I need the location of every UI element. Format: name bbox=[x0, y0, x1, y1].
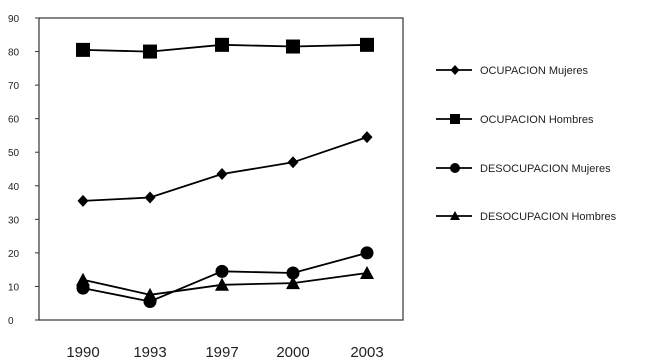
plot-area bbox=[38, 17, 404, 321]
data-point bbox=[286, 276, 300, 290]
legend-label: DESOCUPACION Mujeres bbox=[480, 163, 611, 175]
y-tick-label: 40 bbox=[8, 182, 20, 193]
series-diamond bbox=[77, 131, 373, 207]
y-tick-label: 0 bbox=[8, 316, 14, 327]
plot-frame bbox=[38, 17, 404, 321]
y-tick-label: 90 bbox=[8, 14, 20, 25]
data-point bbox=[287, 156, 299, 169]
legend-item: DESOCUPACION Hombres bbox=[436, 211, 617, 223]
data-point bbox=[143, 44, 157, 59]
data-point bbox=[360, 246, 374, 260]
data-point bbox=[77, 194, 89, 207]
data-point bbox=[215, 37, 229, 52]
y-tick-label: 30 bbox=[8, 215, 20, 226]
data-point bbox=[286, 39, 300, 54]
x-tick-label: 2000 bbox=[276, 344, 309, 360]
data-point bbox=[216, 168, 228, 181]
data-point bbox=[143, 287, 157, 301]
x-tick-label: 2003 bbox=[350, 344, 383, 360]
series-group bbox=[76, 37, 374, 309]
legend-marker bbox=[450, 163, 460, 173]
data-point bbox=[360, 266, 374, 280]
x-tick-label: 1990 bbox=[66, 344, 99, 360]
series-line bbox=[82, 136, 368, 202]
legend-label: DESOCUPACION Hombres bbox=[480, 211, 617, 223]
series-triangle bbox=[76, 266, 374, 301]
data-point bbox=[76, 272, 90, 286]
series-circle bbox=[76, 246, 374, 309]
y-tick-label: 80 bbox=[8, 48, 20, 59]
legend-item: OCUPACION Hombres bbox=[436, 114, 594, 126]
x-tick-label: 1997 bbox=[205, 344, 238, 360]
series-square bbox=[76, 37, 374, 59]
y-tick-label: 10 bbox=[8, 282, 20, 293]
data-point bbox=[144, 191, 156, 204]
y-tick-label: 50 bbox=[8, 148, 20, 159]
x-axis: 1990 1993 1997 2000 2003 bbox=[66, 344, 383, 360]
data-point bbox=[76, 42, 90, 57]
legend-marker bbox=[450, 65, 460, 75]
legend: OCUPACION Mujeres OCUPACION Hombres DESOCU… bbox=[436, 65, 617, 223]
data-point bbox=[360, 37, 374, 52]
legend-marker bbox=[450, 114, 460, 124]
legend-label: OCUPACION Mujeres bbox=[480, 65, 588, 77]
legend-item: OCUPACION Mujeres bbox=[436, 65, 588, 77]
x-tick-label: 1993 bbox=[133, 344, 166, 360]
y-tick-label: 60 bbox=[8, 115, 20, 126]
y-tick-label: 20 bbox=[8, 249, 20, 260]
y-axis: 0 10 20 30 40 50 60 70 80 90 bbox=[8, 14, 39, 327]
data-point bbox=[215, 264, 229, 278]
data-point bbox=[361, 131, 373, 144]
y-tick-label: 70 bbox=[8, 81, 20, 92]
legend-label: OCUPACION Hombres bbox=[480, 114, 594, 126]
legend-marker bbox=[450, 211, 460, 220]
series-line bbox=[82, 252, 368, 303]
data-point bbox=[215, 277, 229, 291]
data-point bbox=[286, 266, 300, 280]
legend-item: DESOCUPACION Mujeres bbox=[436, 163, 611, 175]
